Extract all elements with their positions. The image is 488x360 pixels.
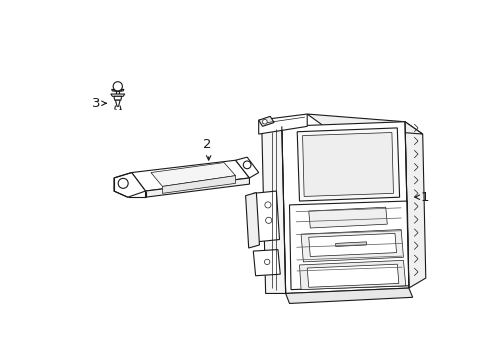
Polygon shape <box>131 160 249 191</box>
Circle shape <box>265 217 271 223</box>
Circle shape <box>118 178 128 188</box>
Circle shape <box>262 120 266 124</box>
Text: 3: 3 <box>92 97 101 110</box>
Circle shape <box>264 202 270 208</box>
Polygon shape <box>306 114 422 134</box>
Polygon shape <box>404 122 425 288</box>
Polygon shape <box>115 100 120 106</box>
Polygon shape <box>253 249 280 276</box>
Polygon shape <box>253 191 279 242</box>
Polygon shape <box>145 178 249 197</box>
Polygon shape <box>245 193 259 248</box>
Polygon shape <box>235 157 258 178</box>
Circle shape <box>243 161 250 169</box>
Polygon shape <box>302 132 393 197</box>
Polygon shape <box>281 122 408 293</box>
Polygon shape <box>114 172 145 197</box>
Polygon shape <box>261 126 285 293</box>
Polygon shape <box>308 207 386 228</box>
Circle shape <box>264 259 269 265</box>
Polygon shape <box>335 242 366 247</box>
Polygon shape <box>285 288 412 303</box>
Polygon shape <box>301 230 403 262</box>
Text: 1: 1 <box>420 191 428 204</box>
Polygon shape <box>306 264 398 287</box>
Polygon shape <box>289 201 408 289</box>
Polygon shape <box>151 163 235 186</box>
Polygon shape <box>114 89 122 91</box>
Text: 2: 2 <box>203 138 211 151</box>
Polygon shape <box>308 233 396 256</box>
Polygon shape <box>299 260 405 289</box>
Polygon shape <box>162 176 235 193</box>
Polygon shape <box>114 96 122 100</box>
Polygon shape <box>111 94 124 96</box>
Polygon shape <box>111 89 123 91</box>
Polygon shape <box>258 114 306 134</box>
Polygon shape <box>116 91 119 94</box>
Polygon shape <box>297 128 399 201</box>
Polygon shape <box>258 116 274 126</box>
Circle shape <box>113 82 122 91</box>
